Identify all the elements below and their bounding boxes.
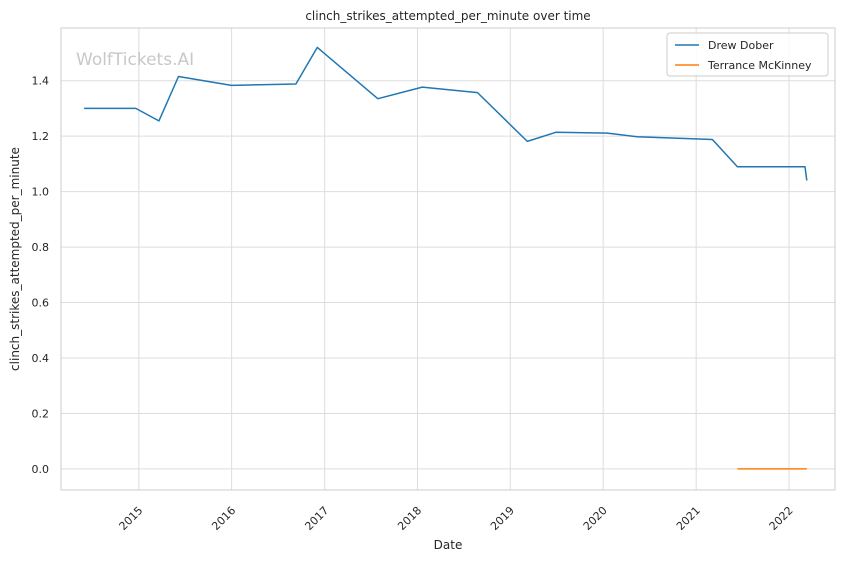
y-tick-label: 0.0 bbox=[32, 463, 50, 476]
grid bbox=[61, 28, 835, 490]
y-tick-label: 0.6 bbox=[32, 297, 50, 310]
legend-box bbox=[666, 32, 829, 77]
y-tick-label: 0.2 bbox=[32, 407, 50, 420]
y-tick-label: 0.8 bbox=[32, 241, 50, 254]
legend-label-1: Terrance McKinney bbox=[707, 59, 812, 72]
y-tick-label: 1.2 bbox=[32, 130, 50, 143]
legend-label-0: Drew Dober bbox=[708, 39, 774, 52]
series-lines bbox=[84, 46, 808, 470]
x-axis-title: Date bbox=[434, 538, 463, 552]
plot-frame bbox=[60, 27, 836, 491]
y-tick-label: 1.0 bbox=[32, 186, 50, 199]
y-tick-label: 1.4 bbox=[32, 75, 50, 88]
chart-title: clinch_strikes_attempted_per_minute over… bbox=[305, 9, 590, 23]
y-axis-title: clinch_strikes_attempted_per_minute bbox=[8, 147, 22, 371]
watermark: WolfTickets.AI bbox=[76, 50, 194, 70]
series-line-0 bbox=[84, 46, 808, 181]
legend: Drew Dober Terrance McKinney bbox=[666, 32, 829, 77]
y-tick-label: 0.4 bbox=[32, 352, 50, 365]
